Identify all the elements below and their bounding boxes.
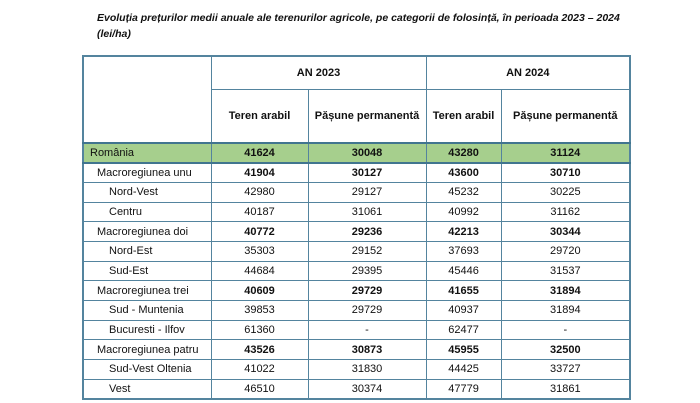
- table-row: Sud-Est 44684 29395 45446 31537: [82, 260, 631, 282]
- value-cell: 44425: [425, 359, 502, 380]
- value-cell: -: [500, 319, 631, 341]
- value-cell: 40609: [210, 280, 309, 301]
- value-cell: 41022: [210, 359, 309, 380]
- value-cell: 29127: [307, 181, 427, 203]
- value-cell: 31124: [500, 142, 631, 164]
- value-cell: 29720: [500, 240, 631, 262]
- col-header-teren-arabil-2023: Teren arabil: [210, 88, 309, 144]
- value-cell: 30048: [307, 142, 427, 164]
- table-row: Macroregiunea doi 40772 29236 42213 30344: [82, 221, 631, 242]
- table-row: Sud - Muntenia 39853 29729 40937 31894: [82, 300, 631, 321]
- region-label: Bucuresti - Ilfov: [82, 319, 212, 341]
- value-cell: 30127: [307, 162, 427, 183]
- value-cell: 30710: [500, 162, 631, 183]
- value-cell: 41655: [425, 280, 502, 301]
- region-label: România: [82, 142, 212, 164]
- region-label: Nord-Vest: [82, 181, 212, 203]
- table-row: Nord-Vest 42980 29127 45232 30225: [82, 181, 631, 203]
- table-row: Nord-Est 35303 29152 37693 29720: [82, 240, 631, 262]
- region-label: Sud-Vest Oltenia: [82, 359, 212, 380]
- value-cell: 40992: [425, 201, 502, 223]
- value-cell: 31894: [500, 300, 631, 321]
- table-body: România 41624 30048 43280 31124 Macroregiunea…: [82, 142, 631, 400]
- value-cell: 30873: [307, 339, 427, 361]
- land-price-table: AN 2023 AN 2024 Teren arabil Pășune perm…: [82, 55, 632, 400]
- col-header-pasune-permanenta-2024: Pășune permanentă: [500, 88, 631, 144]
- region-label: Macroregiunea patru: [82, 339, 212, 361]
- region-label: Nord-Est: [82, 240, 212, 262]
- value-cell: 33727: [500, 359, 631, 380]
- value-cell: 45232: [425, 181, 502, 203]
- value-cell: 46510: [210, 378, 309, 400]
- value-cell: 31830: [307, 359, 427, 380]
- value-cell: 31861: [500, 378, 631, 400]
- value-cell: 31162: [500, 201, 631, 223]
- value-cell: 30225: [500, 181, 631, 203]
- value-cell: 29395: [307, 260, 427, 282]
- table-row: Sud-Vest Oltenia 41022 31830 44425 33727: [82, 359, 631, 380]
- region-label: Centru: [82, 201, 212, 223]
- value-cell: 42980: [210, 181, 309, 203]
- year-header-2023: AN 2023: [210, 55, 427, 90]
- region-label: Sud-Est: [82, 260, 212, 282]
- table-row: Macroregiunea patru 43526 30873 45955 32500: [82, 339, 631, 361]
- value-cell: 45955: [425, 339, 502, 361]
- year-header-row: AN 2023 AN 2024: [82, 55, 631, 144]
- region-label: Vest: [82, 378, 212, 400]
- value-cell: 31537: [500, 260, 631, 282]
- column-header-row: Teren arabil Pășune permanentă Teren ara…: [83, 88, 631, 144]
- value-cell: 40187: [210, 201, 309, 223]
- value-cell: 47779: [425, 378, 502, 400]
- region-label: Macroregiunea doi: [82, 221, 212, 242]
- value-cell: 30344: [500, 221, 631, 242]
- value-cell: 29729: [307, 300, 427, 321]
- value-cell: 29236: [307, 221, 427, 242]
- value-cell: -: [307, 319, 427, 341]
- value-cell: 39853: [210, 300, 309, 321]
- value-cell: 41624: [210, 142, 309, 164]
- table-row: Macroregiunea trei 40609 29729 41655 31894: [82, 280, 631, 301]
- value-cell: 43526: [210, 339, 309, 361]
- value-cell: 30374: [307, 378, 427, 400]
- value-cell: 61360: [210, 319, 309, 341]
- region-label: Sud - Muntenia: [82, 300, 212, 321]
- table-row: Vest 46510 30374 47779 31861: [82, 378, 631, 400]
- table-header: AN 2023 AN 2024 Teren arabil Pășune perm…: [82, 55, 631, 144]
- region-label: Macroregiunea unu: [82, 162, 212, 183]
- value-cell: 35303: [210, 240, 309, 262]
- value-cell: 37693: [425, 240, 502, 262]
- table-row: Centru 40187 31061 40992 31162: [82, 201, 631, 223]
- table-row: România 41624 30048 43280 31124: [82, 142, 631, 164]
- value-cell: 40937: [425, 300, 502, 321]
- value-cell: 29729: [307, 280, 427, 301]
- region-label: Macroregiunea trei: [82, 280, 212, 301]
- table-row: Bucuresti - Ilfov 61360-62477-: [82, 319, 631, 341]
- value-cell: 42213: [425, 221, 502, 242]
- value-cell: 31061: [307, 201, 427, 223]
- value-cell: 40772: [210, 221, 309, 242]
- value-cell: 43280: [425, 142, 502, 164]
- year-header-2024: AN 2024: [425, 55, 631, 90]
- value-cell: 62477: [425, 319, 502, 341]
- col-header-pasune-permanenta-2023: Pășune permanentă: [307, 88, 427, 144]
- corner-cell: [82, 55, 212, 144]
- value-cell: 41904: [210, 162, 309, 183]
- value-cell: 44684: [210, 260, 309, 282]
- col-header-teren-arabil-2024: Teren arabil: [425, 88, 502, 144]
- value-cell: 31894: [500, 280, 631, 301]
- value-cell: 45446: [425, 260, 502, 282]
- value-cell: 29152: [307, 240, 427, 262]
- value-cell: 43600: [425, 162, 502, 183]
- table-row: Macroregiunea unu 41904 30127 43600 30710: [82, 162, 631, 183]
- title-line-2: (lei/ha): [97, 28, 131, 40]
- value-cell: 32500: [500, 339, 631, 361]
- title-line-1: Evoluția prețurilor medii anuale ale ter…: [97, 12, 620, 24]
- document-title: Evoluția prețurilor medii anuale ale ter…: [97, 10, 697, 42]
